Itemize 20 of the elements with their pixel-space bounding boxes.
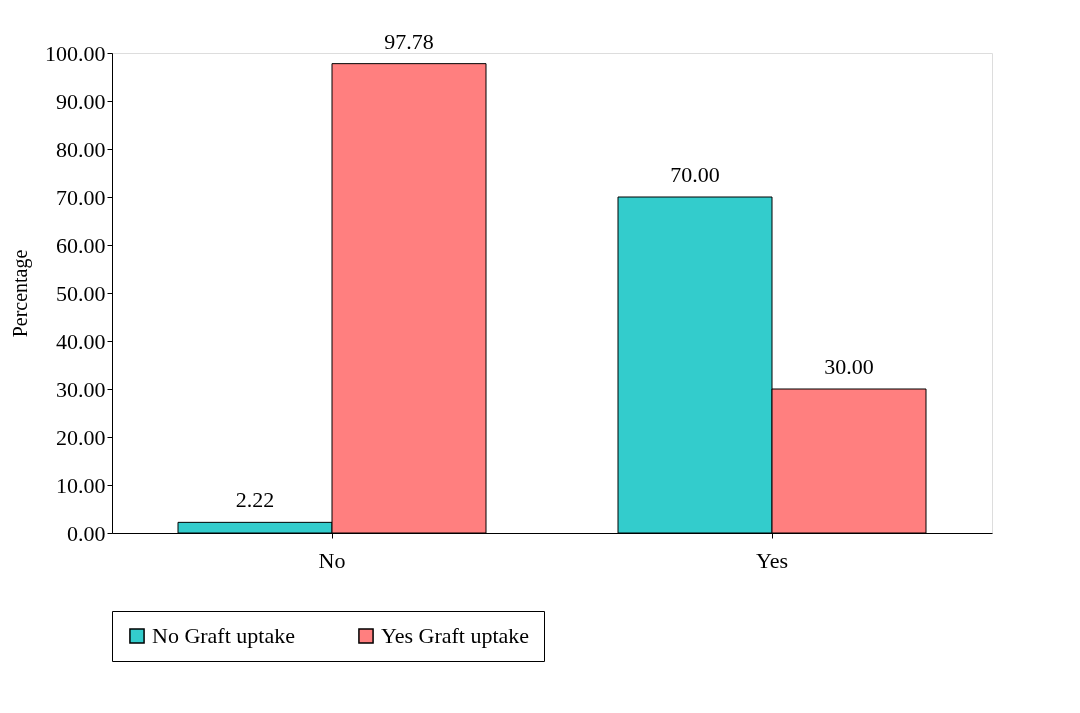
y-tick-label: 30.00 bbox=[56, 376, 106, 402]
y-tick-label: 70.00 bbox=[56, 184, 106, 210]
x-tick-label: No bbox=[318, 547, 346, 573]
y-tick-label: 20.00 bbox=[56, 424, 106, 450]
y-tick-label: 40.00 bbox=[56, 328, 106, 354]
y-axis-title: Percentage bbox=[9, 249, 32, 338]
y-tick-label: 50.00 bbox=[56, 280, 106, 306]
x-tick-label: Yes bbox=[755, 547, 789, 573]
y-tick-label: 60.00 bbox=[56, 232, 106, 258]
y-tick-label: 100.00 bbox=[45, 40, 106, 66]
data-label: 70.00 bbox=[670, 162, 720, 187]
legend-label: Yes Graft uptake bbox=[381, 623, 530, 648]
legend-label: No Graft uptake bbox=[152, 623, 295, 648]
data-label: 2.22 bbox=[235, 487, 275, 513]
y-tick-label: 90.00 bbox=[56, 88, 106, 114]
y-tick-label: 10.00 bbox=[56, 472, 106, 498]
y-tick-label: 0.00 bbox=[67, 520, 106, 546]
data-label: 97.78 bbox=[384, 28, 434, 54]
data-label: 30.00 bbox=[824, 354, 874, 379]
y-tick-label: 80.00 bbox=[56, 136, 106, 162]
